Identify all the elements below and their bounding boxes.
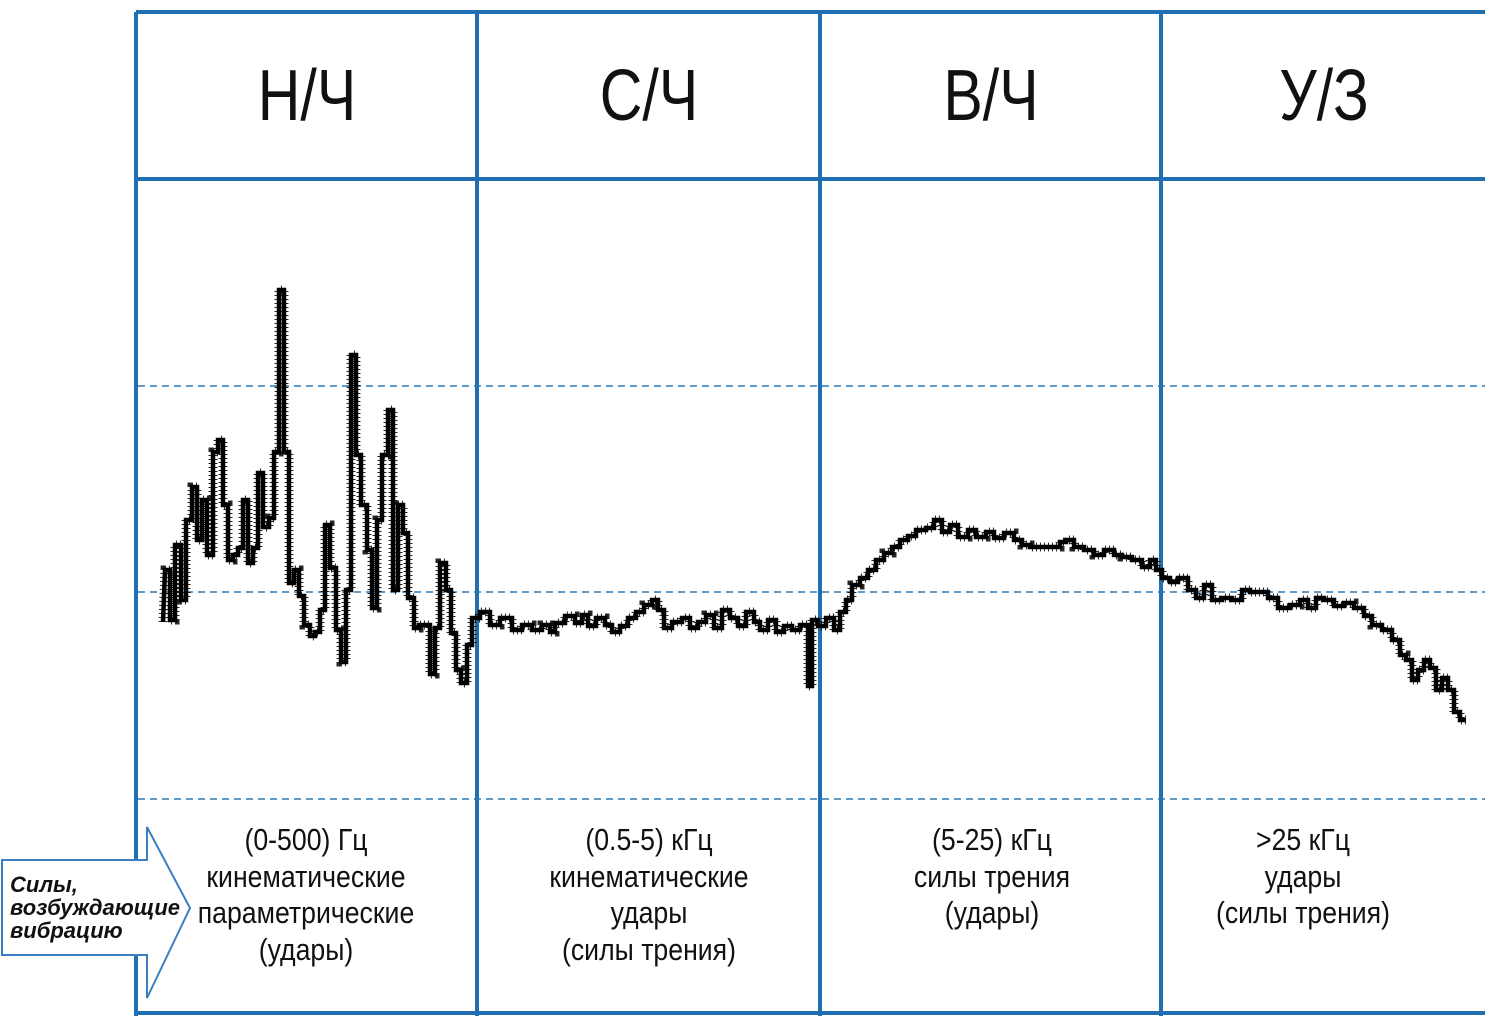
band-title-mid: С/Ч [599,56,699,136]
force-arrow-label-line-3: вибрацию [10,918,123,943]
force-arrow-label-line-1: Силы, [10,872,78,897]
band-desc-ultrasonic-line-2: удары [1264,858,1342,894]
force-arrow [1,826,192,999]
band-desc-low-line-1: (0-500) Гц [244,822,368,857]
band-desc-mid: (0.5-5) кГц кинематические удары (силы т… [529,822,770,968]
level-lines [138,385,1485,800]
band-desc-low-line-2: кинематические [206,858,406,894]
band-desc-high-line-2: силы трения [913,858,1071,894]
band-desc-mid-line-1: (0.5-5) кГц [585,822,713,857]
band-desc-ultrasonic: >25 кГц удары (силы трения) [1183,822,1424,932]
band-desc-high-line-1: (5-25) кГц [932,822,1052,857]
band-desc-ultrasonic-line-1: >25 кГц [1255,822,1351,857]
band-desc-ultrasonic-line-3: (силы трения) [1215,895,1391,930]
band-desc-high: (5-25) кГц силы трения (удары) [872,822,1113,932]
band-desc-low-line-3: параметрические [197,895,415,930]
band-desc-low: (0-500) Гц кинематические параметрически… [186,822,427,968]
band-title-high: В/Ч [943,56,1039,136]
spectrum-trace-fuzz [158,285,1466,725]
band-title-low: Н/Ч [257,56,357,136]
band-desc-mid-line-4: (силы трения) [561,931,737,967]
band-title-ultrasonic: У/З [1279,56,1369,136]
band-desc-low-line-4: (удары) [258,931,354,967]
band-desc-high-line-3: (удары) [944,895,1040,930]
band-desc-mid-line-3: удары [610,895,688,930]
band-grid [134,10,1485,1016]
force-arrow-label-line-2: возбуждающие [10,895,180,920]
force-arrow-label: Силы, возбуждающие вибрацию [10,873,180,942]
band-desc-mid-line-2: кинематические [549,858,749,894]
spectrum-trace [160,287,1466,723]
